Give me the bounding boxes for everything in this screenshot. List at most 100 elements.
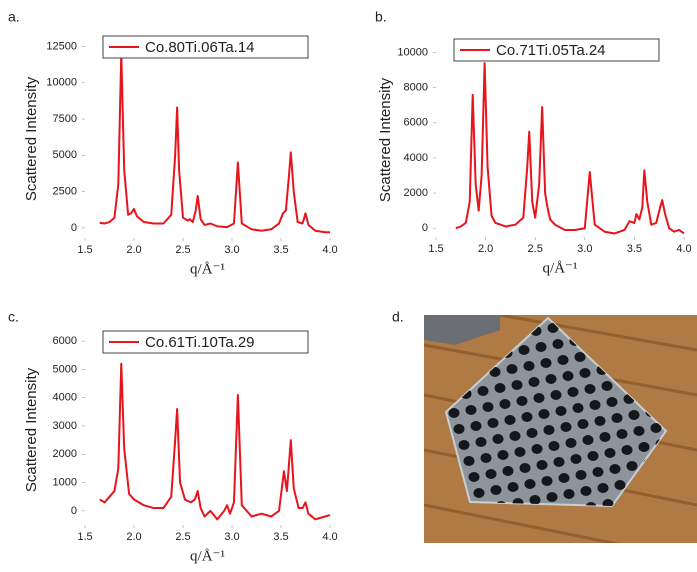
x-tick-label: 3.0 <box>577 243 592 255</box>
x-tick-label: 1.5 <box>77 531 92 543</box>
hole <box>553 457 565 467</box>
hole <box>431 293 442 303</box>
hole <box>582 435 594 445</box>
hole <box>397 299 408 309</box>
hole <box>565 438 577 448</box>
hole <box>524 479 536 489</box>
hole <box>547 323 559 333</box>
hole <box>555 288 566 298</box>
hole <box>475 437 487 447</box>
x-tick-label: 4.0 <box>322 244 337 256</box>
hole <box>580 486 592 496</box>
plate-fragment <box>424 315 500 345</box>
legend-box <box>102 330 309 354</box>
hole <box>489 367 501 377</box>
x-axis-label: q/Å⁻¹ <box>190 548 225 564</box>
panel-label: a. <box>8 9 20 25</box>
hole <box>614 480 626 490</box>
panel-label: d. <box>392 309 404 325</box>
hole <box>448 290 459 300</box>
hole <box>572 403 584 413</box>
hole <box>577 301 588 311</box>
hole <box>412 347 423 357</box>
hole <box>519 463 531 473</box>
hole <box>545 374 557 384</box>
hole <box>465 405 477 415</box>
hole <box>557 355 569 365</box>
hole <box>490 485 502 495</box>
hole <box>414 296 425 306</box>
hole <box>497 450 509 460</box>
hole <box>470 421 482 431</box>
x-tick-label: 3.5 <box>627 243 642 255</box>
hole <box>535 342 547 352</box>
hole <box>492 434 504 444</box>
hole <box>538 291 549 301</box>
data-line <box>99 52 330 234</box>
hole <box>506 364 518 374</box>
hole <box>567 387 579 397</box>
hole <box>570 454 582 464</box>
y-tick-label: 10000 <box>397 46 428 58</box>
hole <box>548 441 560 451</box>
x-tick-label: 3.5 <box>273 244 288 256</box>
panel-label: b. <box>375 9 387 25</box>
hole <box>453 306 464 316</box>
hole <box>594 416 606 426</box>
hole <box>577 419 589 429</box>
hole <box>584 266 595 276</box>
hole <box>521 294 532 304</box>
hole <box>529 495 541 505</box>
hole <box>536 460 548 470</box>
hole <box>470 303 481 313</box>
hole <box>507 482 519 492</box>
hole <box>574 352 586 362</box>
hole <box>473 488 485 498</box>
hole <box>487 418 499 428</box>
hole <box>531 444 543 454</box>
x-tick-label: 2.0 <box>126 244 141 256</box>
y-tick-label: 7500 <box>53 113 77 125</box>
hole <box>592 467 604 477</box>
hole <box>533 393 545 403</box>
panel-label: c. <box>8 309 19 325</box>
x-tick-label: 4.0 <box>322 531 337 543</box>
legend-box <box>102 35 309 59</box>
hole <box>458 440 470 450</box>
hole <box>499 399 511 409</box>
x-tick-label: 1.5 <box>428 243 443 255</box>
x-tick-label: 2.5 <box>175 531 190 543</box>
y-tick-label: 0 <box>71 505 77 517</box>
y-tick-label: 1000 <box>53 476 77 488</box>
hole <box>485 469 497 479</box>
hole <box>611 413 623 423</box>
hole <box>487 300 498 310</box>
hole <box>504 297 515 307</box>
hole <box>606 397 618 407</box>
hole <box>623 276 634 286</box>
x-tick-label: 2.5 <box>175 244 190 256</box>
hole <box>514 447 526 457</box>
y-tick-label: 2000 <box>404 187 428 199</box>
hole <box>594 298 605 308</box>
hole <box>468 472 480 482</box>
y-axis-label: Scattered Intensity <box>23 367 40 492</box>
hole <box>511 380 523 390</box>
photo <box>397 257 697 543</box>
x-tick-label: 3.5 <box>273 531 288 543</box>
hole <box>480 453 492 463</box>
x-tick-label: 3.0 <box>224 531 239 543</box>
hole <box>555 406 567 416</box>
data-line <box>455 62 685 235</box>
hole <box>541 476 553 486</box>
hole <box>558 473 570 483</box>
hole <box>589 282 600 292</box>
hole <box>533 275 544 285</box>
legend-label: Co.61Ti.10Ta.29 <box>145 334 255 351</box>
x-tick-label: 4.0 <box>676 243 691 255</box>
hole <box>635 257 646 267</box>
hole <box>601 263 612 273</box>
x-tick-label: 2.5 <box>528 243 543 255</box>
hole <box>482 284 493 294</box>
